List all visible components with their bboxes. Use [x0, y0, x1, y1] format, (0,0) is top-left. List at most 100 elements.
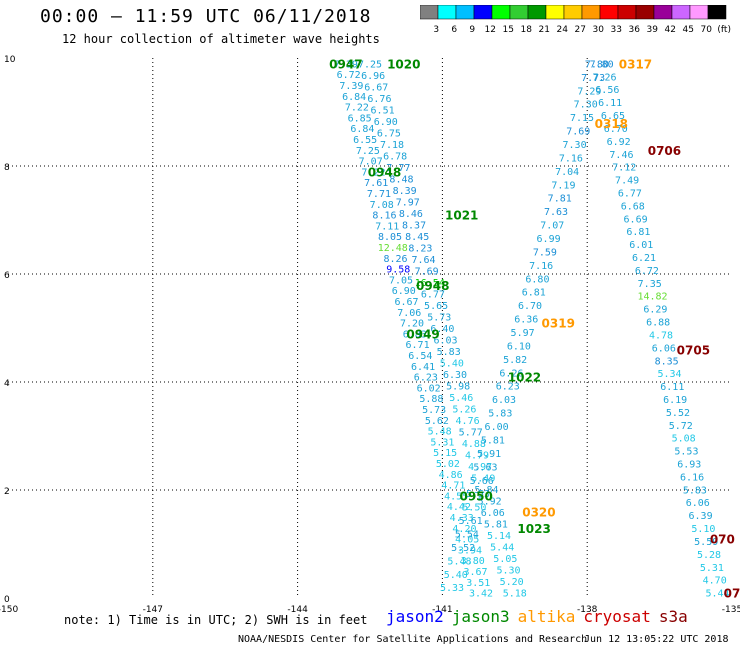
colorbar-label: 21: [538, 25, 549, 35]
data-point-label: 5.77: [459, 428, 483, 439]
data-point-label: 5.08: [672, 434, 696, 445]
data-point-label: 6.71: [406, 340, 430, 351]
data-point-label: 6.93: [677, 460, 701, 471]
data-point-label: 5.91: [477, 449, 501, 460]
pass-time-label: 0319: [542, 317, 575, 331]
data-point-label: 5.44: [490, 543, 514, 554]
data-point-label: 8.46: [399, 209, 423, 220]
data-point-label: 6.39: [689, 511, 713, 522]
data-point-label: 7.73: [581, 73, 605, 84]
colorbar-label: 33: [610, 25, 621, 35]
data-point-label: 7.11: [375, 221, 399, 232]
data-point-label: 14.82: [637, 292, 667, 303]
data-point-label: 7.22: [345, 103, 369, 114]
data-point-label: 16.54: [415, 278, 445, 289]
data-point-label: 7.20: [400, 319, 424, 330]
data-point-label: 6.68: [621, 201, 645, 212]
data-point-label: 8.48: [389, 174, 413, 185]
y-tick-label: 8: [4, 163, 10, 173]
colorbar-label: 9: [469, 25, 475, 35]
data-point-label: 3.51: [466, 578, 490, 589]
data-point-label: 4.70: [703, 576, 727, 587]
data-point-label: 3.80: [461, 556, 485, 567]
data-point-label: 5.59: [694, 537, 718, 548]
data-point-label: 5.53: [674, 447, 698, 458]
data-point-label: 7.69: [415, 266, 439, 277]
data-point-label: 5.92: [478, 497, 502, 508]
colorbar-label: 36: [628, 25, 640, 35]
data-point-label: 4.78: [649, 330, 673, 341]
pass-time-label: 1020: [387, 57, 420, 71]
data-point-label: 6.51: [371, 105, 395, 116]
legend-item-cryosat: cryosat: [583, 607, 651, 626]
data-point-label: 6.65: [601, 111, 625, 122]
data-point-label: 5.83: [683, 485, 707, 496]
data-point-label: 6.06: [481, 508, 505, 519]
data-point-label: 6.40: [430, 324, 454, 335]
data-point-label: 7.25: [358, 59, 382, 70]
data-point-label: 8.05: [378, 232, 402, 243]
satellite-legend: jason2 jason3 altika cryosat s3a: [386, 607, 696, 626]
data-point-label: 5.46: [449, 393, 473, 404]
note-text: note: 1) Time is in UTC; 2) SWH is in fe…: [64, 613, 368, 627]
data-point-label: 7.07: [359, 157, 383, 168]
data-point-label: 8.35: [655, 356, 679, 367]
data-point-label: 6.23: [414, 373, 438, 384]
data-point-label: 5.81: [481, 435, 505, 446]
data-point-label: 7.46: [609, 150, 633, 161]
data-point-label: 6.96: [361, 71, 385, 82]
data-point-label: 5.33: [440, 583, 464, 594]
x-tick-label: -150: [0, 605, 18, 615]
data-point-label: 6.88: [646, 318, 670, 329]
y-tick-label: 0: [4, 595, 10, 605]
colorbar-label: 42: [664, 25, 675, 35]
data-point-label: 6.30: [443, 370, 467, 381]
data-point-label: 5.34: [657, 369, 681, 380]
data-point-label: 6.84: [342, 92, 366, 103]
data-point-label: 12.48: [378, 243, 408, 254]
data-point-label: 6.81: [626, 227, 650, 238]
data-point-label: 5.14: [487, 531, 511, 542]
legend-item-jason2: jason2: [386, 607, 444, 626]
data-point-label: 7.77: [386, 163, 410, 174]
footer-credit: NOAA/NESDIS Center for Satellite Applica…: [238, 634, 588, 645]
data-point-label: 5.31: [430, 437, 454, 448]
pass-time-label: 0950: [459, 489, 492, 503]
data-point-label: 6.78: [383, 151, 407, 162]
data-point-label: 7.59: [533, 247, 557, 258]
data-point-label: 5.82: [503, 355, 527, 366]
data-point-label: 7.39: [334, 59, 358, 70]
data-point-label: 4.33: [450, 513, 474, 524]
data-point-label: 7.06: [397, 308, 421, 319]
data-point-label: 7.81: [548, 194, 572, 205]
data-point-label: 7.49: [615, 176, 639, 187]
data-point-label: 5.97: [511, 328, 535, 339]
data-point-label: 7.64: [411, 255, 435, 266]
data-point-label: 6.70: [604, 124, 628, 135]
data-point-label: 4.42: [447, 502, 471, 513]
data-point-label: 8.39: [393, 186, 417, 197]
data-point-label: 5.53: [466, 489, 490, 500]
data-point-label: 5.10: [691, 524, 715, 535]
data-point-label: 6.21: [632, 253, 656, 264]
data-point-label: 5.63: [473, 462, 497, 473]
data-point-label: 3.67: [463, 567, 487, 578]
data-point-label: 7.97: [396, 197, 420, 208]
data-point-label: 6.83: [403, 329, 427, 340]
data-point-label: 6.84: [350, 124, 374, 135]
data-point-label: 6.56: [595, 85, 619, 96]
data-point-label: 4.88: [462, 439, 486, 450]
data-point-label: 5.18: [503, 589, 527, 600]
data-point-label: 5.50: [462, 503, 486, 514]
chart-title: 00:00 – 11:59 UTC 06/11/2018: [40, 6, 372, 27]
pass-time-label: 0947: [329, 57, 362, 71]
colorbar-label: (ft): [717, 25, 731, 35]
pass-time-label: 0705: [677, 344, 710, 358]
x-tick-label: -141: [432, 605, 452, 615]
data-point-label: 5.48: [428, 427, 452, 438]
data-point-label: 6.67: [364, 82, 388, 93]
data-point-label: 6.77: [618, 188, 642, 199]
pass-time-label: 07: [724, 587, 740, 601]
data-point-label: 7.30: [574, 100, 598, 111]
